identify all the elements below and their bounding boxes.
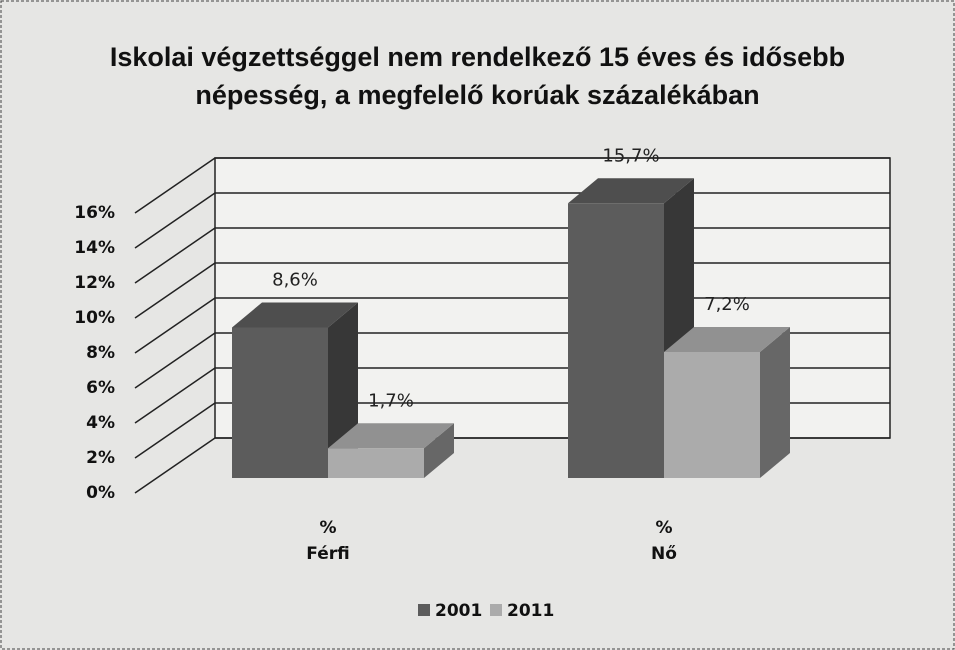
data-label: 8,6% [272,270,318,291]
legend-label: 2001 [435,601,482,621]
bar [232,327,328,478]
x-tick-label: % Nő [651,518,677,564]
legend-swatch [490,604,502,616]
bar-side [760,327,790,478]
bar-top [568,178,694,204]
bar-top [664,327,790,352]
y-tick-label: 12% [74,273,115,293]
x-tick-label: % Férfi [306,518,350,564]
y-tick-label: 10% [74,308,115,328]
y-tick-label: 4% [86,413,115,433]
y-tick-label: 8% [86,343,115,363]
y-tick-label: 2% [86,448,115,468]
y-tick-label: 16% [74,203,115,223]
legend-swatch [418,604,430,616]
data-label: 7,2% [704,294,750,315]
chart-title: Iskolai végzettséggel nem rendelkező 15 … [109,42,846,110]
bar [568,203,664,478]
y-tick-label: 0% [86,483,115,503]
data-label: 1,7% [368,390,414,411]
grid-line [134,157,890,214]
bar-top [232,302,358,328]
bar-side [424,423,454,478]
data-label: 15,7% [602,145,659,166]
y-tick-label: 6% [86,378,115,398]
bar [328,448,424,478]
legend-label: 2011 [507,601,554,621]
y-tick-label: 14% [74,238,115,258]
bar-top [328,423,454,449]
bar [664,352,760,478]
